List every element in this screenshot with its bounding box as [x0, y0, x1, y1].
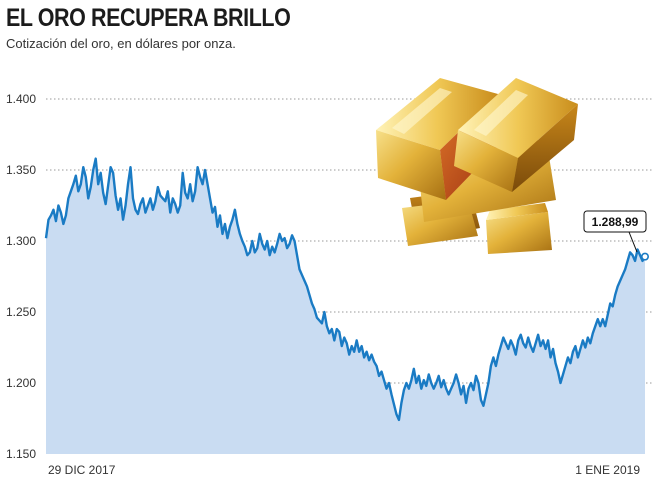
- y-tick-label: 1.250: [6, 305, 36, 319]
- x-tick-label: 1 ENE 2019: [575, 463, 640, 477]
- y-axis-labels: 1.150 1.200 1.250 1.300 1.350 1.400: [6, 92, 36, 461]
- x-tick-label: 29 DIC 2017: [48, 463, 116, 477]
- chart-subtitle: Cotización del oro, en dólares por onza.: [6, 36, 236, 51]
- last-value-callout: 1.288,99: [583, 210, 647, 253]
- area-series: [44, 157, 649, 454]
- y-tick-label: 1.300: [6, 234, 36, 248]
- chart-title: EL ORO RECUPERA BRILLO: [6, 4, 291, 32]
- y-tick-label: 1.350: [6, 163, 36, 177]
- y-tick-label: 1.150: [6, 447, 36, 461]
- last-point-marker: [640, 252, 649, 261]
- area-fill: [46, 158, 645, 454]
- x-axis-labels: 29 DIC 2017 1 ENE 2019: [48, 463, 640, 477]
- y-tick-label: 1.400: [6, 92, 36, 106]
- price-line: [44, 157, 647, 422]
- gold-bars-illustration: [376, 78, 578, 254]
- y-tick-label: 1.200: [6, 376, 36, 390]
- last-value-label: 1.288,99: [592, 215, 639, 229]
